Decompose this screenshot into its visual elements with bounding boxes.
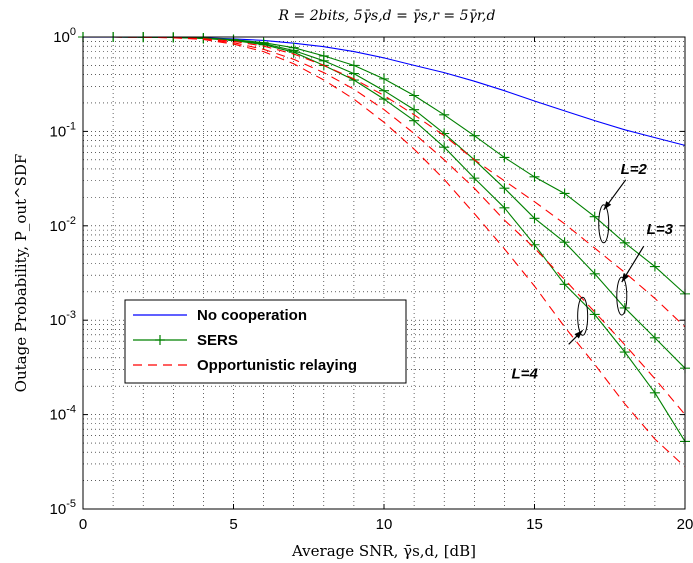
legend-label: Opportunistic relaying [197, 357, 357, 374]
series-sers-l2-point [379, 73, 389, 84]
series-sers-l4-point [619, 347, 630, 358]
annotation-arrowhead [621, 273, 629, 283]
y-tick-label: 10-5 [50, 498, 76, 518]
series-sers-l2-point [439, 109, 450, 120]
x-tick-label: 0 [79, 516, 87, 533]
series-sers-l2-point [589, 211, 600, 222]
series-sers-l4-point [589, 309, 600, 320]
series-sers-l4-point [348, 75, 359, 86]
legend-marker [155, 335, 165, 345]
legend-label: SERS [197, 332, 238, 349]
series-sers-l4-point [379, 94, 389, 105]
x-tick-label: 5 [229, 516, 237, 533]
annotation-label: L=4 [512, 365, 539, 382]
series-sers-l4-point [258, 39, 269, 50]
annotation-ellipse [598, 204, 610, 244]
series-sers-l3-point [499, 183, 510, 194]
y-tick-label: 10-3 [50, 309, 76, 329]
series-sers-l2-point [469, 130, 480, 141]
series-sers-l3-point [409, 104, 420, 115]
x-axis-label: Average SNR, γ̄s,d, [dB] [291, 542, 476, 560]
y-tick-label: 10-2 [50, 215, 76, 235]
series-sers-l2-point [409, 90, 420, 101]
legend-label: No cooperation [197, 307, 307, 324]
legend-box [124, 299, 407, 384]
y-tick-label: 10-4 [50, 404, 76, 424]
series-sers-l3-point [589, 268, 600, 279]
series-sers-l4-point [469, 173, 480, 184]
series-sers-l4-point [499, 202, 510, 213]
series-sers-l2-point [499, 152, 510, 163]
series-opportunistic-relaying-l4-line [83, 36, 686, 468]
series-opportunistic-relaying-l3-line [83, 36, 686, 415]
x-tick-label: 15 [526, 516, 543, 533]
annotation-arrowhead [603, 201, 612, 210]
series-sers-l4-point [288, 47, 299, 58]
y-tick-label: 10-1 [50, 120, 76, 140]
annotation-ellipse [616, 276, 628, 316]
annotation-layer: L=2 L=3 L=4 [512, 161, 674, 382]
series-sers-l3-point [559, 237, 570, 248]
annotation-ellipse [577, 296, 589, 336]
series-sers-l4-point [559, 279, 570, 290]
tick-layer: 0 5 10 15 20 100 10-1 10-2 10-3 10-4 10-5 [50, 26, 693, 533]
series-sers-l2-point [529, 171, 540, 182]
series-sers-l4-point [649, 387, 660, 398]
x-tick-label: 20 [677, 516, 693, 533]
series-sers-l2-point [619, 237, 630, 248]
x-tick-label: 10 [376, 516, 393, 533]
annotation-label: L=2 [621, 161, 648, 178]
series-sers-l3-point [379, 85, 389, 96]
series-sers-l4-point [439, 142, 450, 153]
annotation-arrowhead [574, 330, 583, 339]
series-sers-l4-point [409, 115, 420, 126]
legend: No cooperation SERS Opportunistic relaying [124, 299, 407, 384]
chart-title: R = 2bits, 5γ̄s,d = γ̄s,r = 5γ̄r,d [278, 8, 496, 24]
series-opportunistic-relaying-l2-line [83, 36, 686, 328]
series-sers-l2-point [559, 188, 570, 199]
series-sers-l3-point [529, 213, 540, 224]
y-axis-label: Outage Probability, P_out^SDF [12, 154, 30, 393]
series-sers-l3-point [649, 332, 660, 343]
series-sers-l2-point [649, 261, 660, 272]
series-layer [78, 32, 690, 468]
annotation-label: L=3 [647, 221, 674, 238]
y-tick-label: 100 [53, 26, 76, 46]
